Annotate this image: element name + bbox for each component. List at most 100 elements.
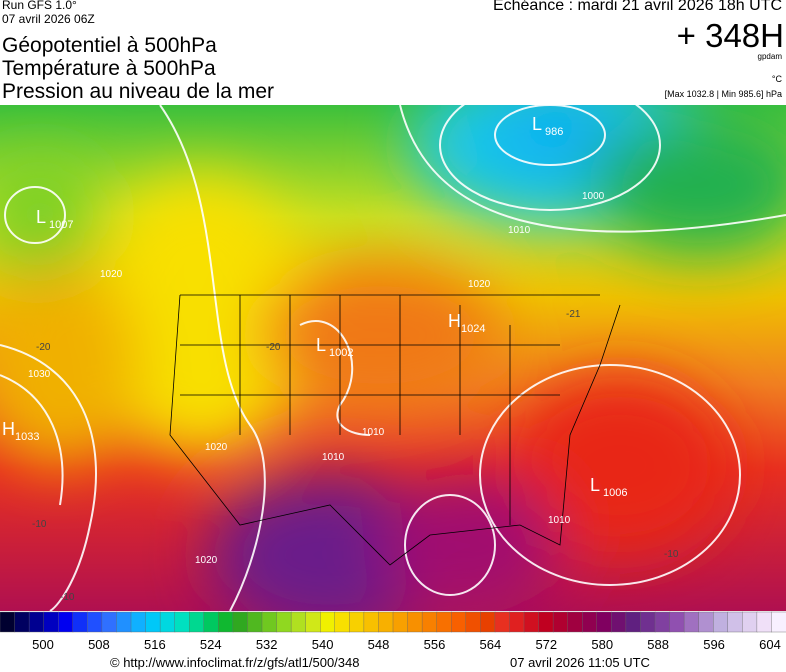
colorbar-tick-label: 524 [200, 637, 222, 651]
colorbar-cell [247, 611, 263, 633]
title: Température à 500hPa [2, 57, 216, 80]
temperature-label: -21 [566, 309, 581, 320]
colorbar-cell [58, 611, 74, 633]
colorbar-cell [669, 611, 685, 633]
colorbar-cell [101, 611, 118, 633]
temperature-label: -10 [60, 592, 75, 603]
colorbar-cell [261, 611, 278, 633]
colorbar-cell [742, 611, 758, 633]
run: Run GFS 1.0° [2, 0, 77, 12]
center-pressure: 1007 [49, 219, 73, 231]
colorbar-cell [392, 611, 409, 633]
colorbar-cell [771, 611, 786, 633]
colorbar-cell [174, 611, 190, 633]
colorbar-tick-label: 588 [647, 637, 669, 651]
isobar-label: 1010 [548, 515, 571, 526]
colorbar-cell [159, 611, 176, 633]
colorbar-tick-label: 580 [591, 637, 613, 651]
temperature-label: -20 [36, 342, 51, 353]
center-pressure: 1002 [329, 347, 353, 359]
isobar-label: 1010 [362, 427, 385, 438]
unit: °C [771, 74, 782, 84]
colorbar-tick-label: 572 [535, 637, 557, 651]
center-symbol: H [448, 311, 461, 331]
colorbar-tick-label: 532 [256, 637, 278, 651]
colorbar-cell [567, 611, 583, 633]
colorbar-cell [451, 611, 467, 633]
colorbar-tick-label: 508 [88, 637, 110, 651]
colorbar-cell [654, 611, 671, 633]
colorbar-tick-label: 596 [703, 637, 725, 651]
colorbar-tick-label: 604 [759, 637, 781, 651]
isobar-label: 1010 [508, 225, 531, 236]
isobar-label: 1030 [28, 369, 51, 380]
colorbar-tick-label: 516 [144, 637, 166, 651]
colorbar-tick-label: 564 [480, 637, 502, 651]
colorbar-cell [305, 611, 321, 633]
isobar-label: 1020 [468, 279, 491, 290]
center-symbol: H [2, 419, 15, 439]
colorbar-cell [465, 611, 482, 633]
colorbar-cell [72, 611, 89, 633]
colorbar-cell [611, 611, 627, 633]
colorbar-cell [0, 611, 16, 633]
colorbar-cell [130, 611, 147, 633]
colorbar-cell [276, 611, 292, 633]
colorbar-cell [727, 611, 744, 633]
colorbar-cell [232, 611, 249, 633]
colorbar-cell [43, 611, 59, 633]
run-date: 07 avril 2026 06Z [2, 12, 95, 26]
colorbar-cell [378, 611, 394, 633]
center-symbol: L [532, 114, 542, 134]
colorbar-cell [582, 611, 598, 633]
colorbar-cell [538, 611, 554, 633]
colorbar-tick-label: 556 [424, 637, 446, 651]
isobar-label: 1020 [205, 442, 228, 453]
colorbar-cell [407, 611, 423, 633]
temperature-label: -10 [32, 519, 47, 530]
generated: 07 avril 2026 11:05 UTC [510, 655, 650, 670]
isobar-label: 1020 [195, 555, 218, 566]
colorbar-cell [28, 611, 45, 633]
colorbar-tick-label: 500 [32, 637, 54, 651]
title: Géopotentiel à 500hPa [2, 34, 217, 57]
center-pressure: 986 [545, 126, 563, 138]
temperature-label: -10 [664, 549, 679, 560]
colorbar-cell [698, 611, 714, 633]
colorbar-cell [756, 611, 773, 633]
colorbar-cell [509, 611, 525, 633]
center-symbol: L [590, 475, 600, 495]
isobar-label: 1020 [100, 269, 123, 280]
isobar-label: 1010 [322, 452, 345, 463]
colorbar-cell [145, 611, 161, 633]
colorbar-cell [523, 611, 540, 633]
center-symbol: L [316, 335, 326, 355]
colorbar-cell [14, 611, 30, 633]
colorbar-cell [218, 611, 234, 633]
colorbar-cell [421, 611, 438, 633]
colorbar-cell [683, 611, 700, 633]
lead-time: + 348H [676, 17, 784, 54]
center-pressure: 1033 [15, 431, 39, 443]
title: Pression au niveau de la mer [2, 80, 274, 103]
colorbar-cell [87, 611, 103, 633]
colorbar-cell [320, 611, 336, 633]
colorbar-cell [552, 611, 569, 633]
colorbar-cell [713, 611, 729, 633]
colorbar-cell [596, 611, 613, 633]
colorbar-tick-label: 548 [368, 637, 390, 651]
source: © http://www.infoclimat.fr/z/gfs/atl1/50… [110, 655, 360, 670]
colorbar-cell [494, 611, 511, 633]
center-pressure: 1006 [603, 487, 627, 499]
colorbar-cell [334, 611, 351, 633]
temperature-label: -20 [266, 342, 281, 353]
center-symbol: L [36, 207, 46, 227]
colorbar-cell [290, 611, 307, 633]
colorbar-cell [203, 611, 220, 633]
colorbar-cell [116, 611, 132, 633]
colorbar-cell [480, 611, 496, 633]
colorbar: 500 508 516 524 532 540 548 556 564 572 580 588 596 6… [0, 611, 786, 651]
isobar-label: 1000 [582, 191, 605, 202]
